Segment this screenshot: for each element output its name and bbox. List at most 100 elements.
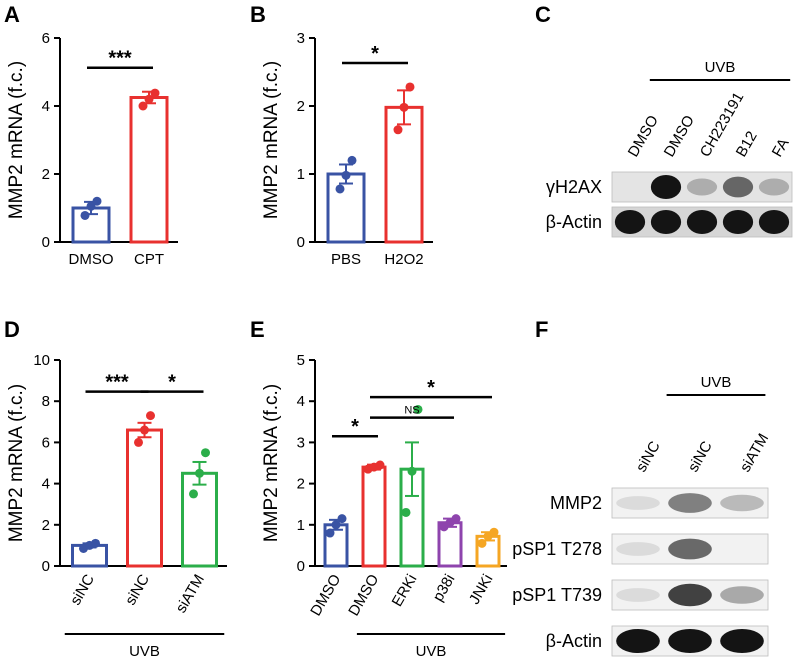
y-axis-title: MMP2 mRNA (f.c.) <box>6 61 27 219</box>
blot-band <box>758 210 790 234</box>
data-point <box>399 102 409 112</box>
y-tick-label: 4 <box>42 98 50 115</box>
bar <box>129 96 169 244</box>
blot-band <box>668 629 712 653</box>
blot-band <box>616 496 660 510</box>
data-point <box>405 82 415 92</box>
y-axis-title: MMP2 mRNA (f.c.) <box>261 384 282 542</box>
lane-label: siATM <box>737 431 772 475</box>
category-label: CPT <box>134 251 164 268</box>
data-point <box>140 425 149 435</box>
significance-label: *** <box>108 48 132 70</box>
data-point <box>195 468 204 478</box>
y-tick-label: 6 <box>42 30 50 47</box>
lane-label: FA <box>769 136 793 160</box>
uvb-label: UVB <box>705 59 736 76</box>
blot-band <box>686 178 718 196</box>
y-tick-label: 2 <box>297 476 305 493</box>
category-label: H2O2 <box>384 251 423 268</box>
data-point <box>331 520 341 530</box>
panel-letter-a: A <box>4 2 20 27</box>
panel-letter-f: F <box>535 317 548 342</box>
blot-band <box>614 210 646 234</box>
data-point <box>375 460 385 470</box>
y-tick-label: 6 <box>42 434 50 451</box>
y-tick-label: 4 <box>42 476 50 493</box>
data-point <box>189 489 198 499</box>
chart-b: 0 1 2 3 MMP2 mRNA (f.c.) PBS H2O2 * <box>261 30 433 268</box>
y-tick-label: 2 <box>297 98 305 115</box>
data-point <box>489 527 499 537</box>
blot-band <box>650 210 682 234</box>
y-tick-label: 1 <box>297 166 305 183</box>
blot-band <box>650 175 682 199</box>
bar <box>384 105 424 244</box>
y-tick-label: 2 <box>42 166 50 183</box>
blot-band <box>668 538 712 560</box>
chart-a: 0 2 4 6 MMP2 mRNA (f.c.) DMSO CPT *** <box>6 30 178 268</box>
blot-row-label: pSP1 T278 <box>512 539 602 559</box>
data-point <box>341 170 351 180</box>
data-point <box>347 155 357 165</box>
y-tick-label: 1 <box>297 517 305 534</box>
blot-row-label: γH2AX <box>546 177 602 197</box>
category-label: DMSO <box>307 572 344 619</box>
data-point <box>146 411 155 421</box>
significance-label: NS <box>404 405 419 417</box>
blot-band <box>616 542 660 556</box>
data-point <box>201 448 210 458</box>
data-point <box>393 125 403 135</box>
y-tick-label: 3 <box>297 30 305 47</box>
data-point <box>138 101 148 111</box>
category-label: DMSO <box>69 251 114 268</box>
blot-band <box>720 586 764 604</box>
lane-label: siNC <box>633 438 664 475</box>
y-tick-label: 2 <box>42 517 50 534</box>
category-label: siNC <box>67 571 98 608</box>
blot-band <box>720 629 764 653</box>
y-tick-label: 0 <box>297 234 305 251</box>
y-tick-label: 5 <box>297 352 305 369</box>
blot-row-label: MMP2 <box>550 493 602 513</box>
category-label: ERKi <box>389 572 421 610</box>
bar <box>361 465 387 568</box>
data-point <box>337 514 347 524</box>
data-point <box>92 196 102 206</box>
y-axis-title: MMP2 mRNA (f.c.) <box>261 61 282 219</box>
lane-label: siNC <box>685 438 716 475</box>
blot-row-label: pSP1 T739 <box>512 585 602 605</box>
data-point <box>413 404 423 414</box>
data-point <box>134 437 143 447</box>
bar <box>126 428 163 568</box>
data-point <box>144 94 154 104</box>
data-point <box>91 538 100 548</box>
category-label: siATM <box>173 572 208 616</box>
y-axis-title: MMP2 mRNA (f.c.) <box>6 384 27 542</box>
lane-label: DMSO <box>625 113 662 160</box>
data-point <box>451 514 461 524</box>
panel-letter-c: C <box>535 2 551 27</box>
blot-band <box>668 583 712 607</box>
y-tick-label: 10 <box>33 352 50 369</box>
data-point <box>150 88 160 98</box>
category-label: PBS <box>331 251 361 268</box>
significance-label: *** <box>105 372 129 394</box>
panel-letter-b: B <box>250 2 266 27</box>
bar <box>181 471 218 568</box>
data-point <box>335 184 345 194</box>
category-label: JNKi <box>466 572 497 608</box>
data-point <box>80 210 90 220</box>
blot-band <box>686 210 718 234</box>
significance-label: * <box>371 43 379 65</box>
data-point <box>86 201 96 211</box>
lane-label: DMSO <box>661 113 698 160</box>
data-point <box>407 466 417 476</box>
data-point <box>401 507 411 517</box>
blot-band <box>722 210 754 234</box>
y-tick-label: 0 <box>42 558 50 575</box>
blot-band <box>722 176 754 198</box>
